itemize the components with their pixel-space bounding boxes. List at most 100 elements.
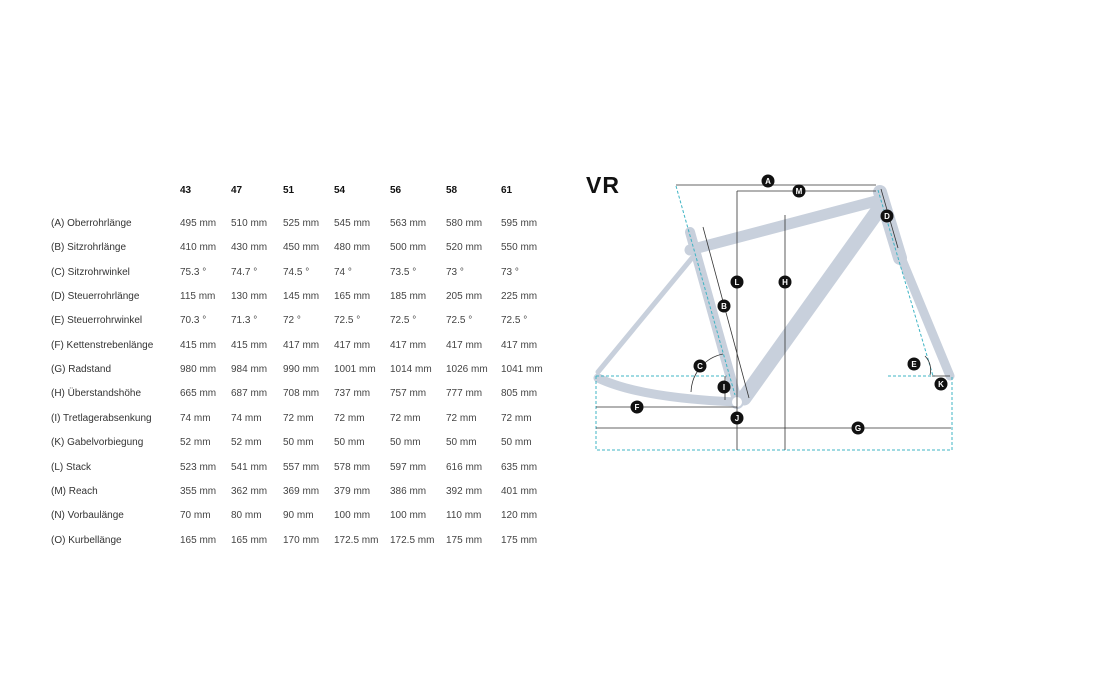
table-cell: 401 mm — [501, 485, 538, 497]
table-cell: 72 mm — [390, 412, 421, 424]
table-cell: 71.3 ° — [231, 315, 258, 327]
table-cell: 72.5 ° — [334, 315, 361, 327]
table-cell: 1026 mm — [446, 364, 488, 376]
table-cell: 1001 mm — [334, 364, 376, 376]
table-cell: 115 mm — [180, 291, 216, 303]
table-cell: 72 mm — [283, 412, 314, 424]
table-cell: 165 mm — [231, 534, 268, 546]
table-cell: 417 mm — [501, 339, 538, 351]
table-cell: 362 mm — [231, 485, 268, 497]
table-cell: 74 mm — [180, 412, 211, 424]
table-cell: 984 mm — [231, 364, 268, 376]
table-cell: 379 mm — [334, 485, 371, 497]
table-cell: 386 mm — [390, 485, 427, 497]
row-label: (K) Gabelvorbiegung — [51, 437, 144, 449]
row-label: (O) Kurbellänge — [51, 534, 122, 546]
table-cell: 52 mm — [180, 437, 211, 449]
table-cell: 172.5 mm — [334, 534, 379, 546]
chain-stay — [593, 373, 742, 407]
table-cell: 72 mm — [501, 412, 532, 424]
table-cell: 100 mm — [334, 510, 371, 522]
marker-l: L — [730, 275, 744, 289]
table-cell: 635 mm — [501, 461, 538, 473]
row-label: (E) Steuerrohrwinkel — [51, 315, 143, 327]
table-cell: 130 mm — [231, 291, 268, 303]
fork — [893, 245, 955, 381]
table-cell: 1041 mm — [501, 364, 543, 376]
table-cell: 165 mm — [180, 534, 217, 546]
table-cell: 616 mm — [446, 461, 483, 473]
size-header-61: 61 — [501, 185, 513, 196]
row-label: (C) Sitzrohrwinkel — [51, 266, 130, 278]
row-label: (G) Radstand — [51, 364, 112, 376]
down-tube — [736, 197, 890, 406]
table-cell: 74.7 ° — [231, 266, 258, 278]
marker-i: I — [717, 380, 731, 394]
table-cell: 355 mm — [180, 485, 217, 497]
marker-label: E — [911, 360, 917, 369]
table-cell: 450 mm — [283, 242, 320, 254]
row-label: (N) Vorbaulänge — [51, 510, 124, 522]
marker-label: D — [884, 212, 890, 221]
marker-f: F — [630, 400, 644, 414]
table-cell: 172.5 mm — [390, 534, 435, 546]
size-header-47: 47 — [231, 185, 243, 196]
table-cell: 120 mm — [501, 510, 538, 522]
table-cell: 73 ° — [501, 266, 519, 278]
marker-k: K — [934, 377, 948, 391]
table-cell: 737 mm — [334, 388, 371, 400]
row-label: (F) Kettenstrebenlänge — [51, 339, 154, 351]
marker-label: G — [855, 424, 861, 433]
marker-label: J — [735, 414, 739, 423]
table-cell: 70.3 ° — [180, 315, 207, 327]
table-cell: 50 mm — [501, 437, 532, 449]
table-cell: 417 mm — [390, 339, 427, 351]
table-cell: 175 mm — [501, 534, 538, 546]
table-cell: 687 mm — [231, 388, 268, 400]
table-cell: 563 mm — [390, 218, 427, 229]
marker-b: B — [717, 299, 731, 313]
size-header-43: 43 — [180, 185, 192, 196]
table-cell: 50 mm — [283, 437, 314, 449]
table-cell: 415 mm — [231, 339, 268, 351]
row-label: (L) Stack — [51, 461, 92, 473]
table-cell: 185 mm — [390, 291, 427, 303]
table-cell: 73 ° — [446, 266, 464, 278]
marker-j: J — [730, 411, 744, 425]
table-cell: 757 mm — [390, 388, 427, 400]
table-cell: 74 ° — [334, 266, 352, 278]
seat-stay — [595, 255, 695, 375]
size-header-56: 56 — [390, 185, 402, 196]
table-cell: 480 mm — [334, 242, 371, 254]
table-cell: 1014 mm — [390, 364, 432, 376]
seat-tube — [685, 227, 742, 405]
marker-label: L — [735, 278, 740, 287]
table-cell: 50 mm — [390, 437, 421, 449]
table-cell: 415 mm — [180, 339, 217, 351]
marker-h: H — [778, 275, 792, 289]
table-cell: 205 mm — [446, 291, 483, 303]
table-cell: 52 mm — [231, 437, 262, 449]
row-label: (H) Überstandshöhe — [51, 388, 142, 400]
table-cell: 73.5 ° — [390, 266, 417, 278]
table-cell: 510 mm — [231, 218, 268, 229]
size-header-51: 51 — [283, 185, 295, 196]
dimension-lines — [596, 184, 951, 450]
size-header-58: 58 — [446, 185, 458, 196]
table-cell: 50 mm — [334, 437, 365, 449]
marker-g: G — [851, 421, 865, 435]
table-cell: 72.5 ° — [446, 315, 473, 327]
table-cell: 225 mm — [501, 291, 538, 303]
table-cell: 777 mm — [446, 388, 483, 400]
table-cell: 578 mm — [334, 461, 371, 473]
marker-d: D — [880, 209, 894, 223]
table-cell: 523 mm — [180, 461, 217, 473]
marker-label: M — [796, 187, 803, 196]
table-cell: 430 mm — [231, 242, 268, 254]
frame-model-title: VR — [586, 172, 620, 198]
table-cell: 70 mm — [180, 510, 211, 522]
table-cell: 541 mm — [231, 461, 268, 473]
table-cell: 72.5 ° — [390, 315, 417, 327]
table-cell: 50 mm — [446, 437, 477, 449]
